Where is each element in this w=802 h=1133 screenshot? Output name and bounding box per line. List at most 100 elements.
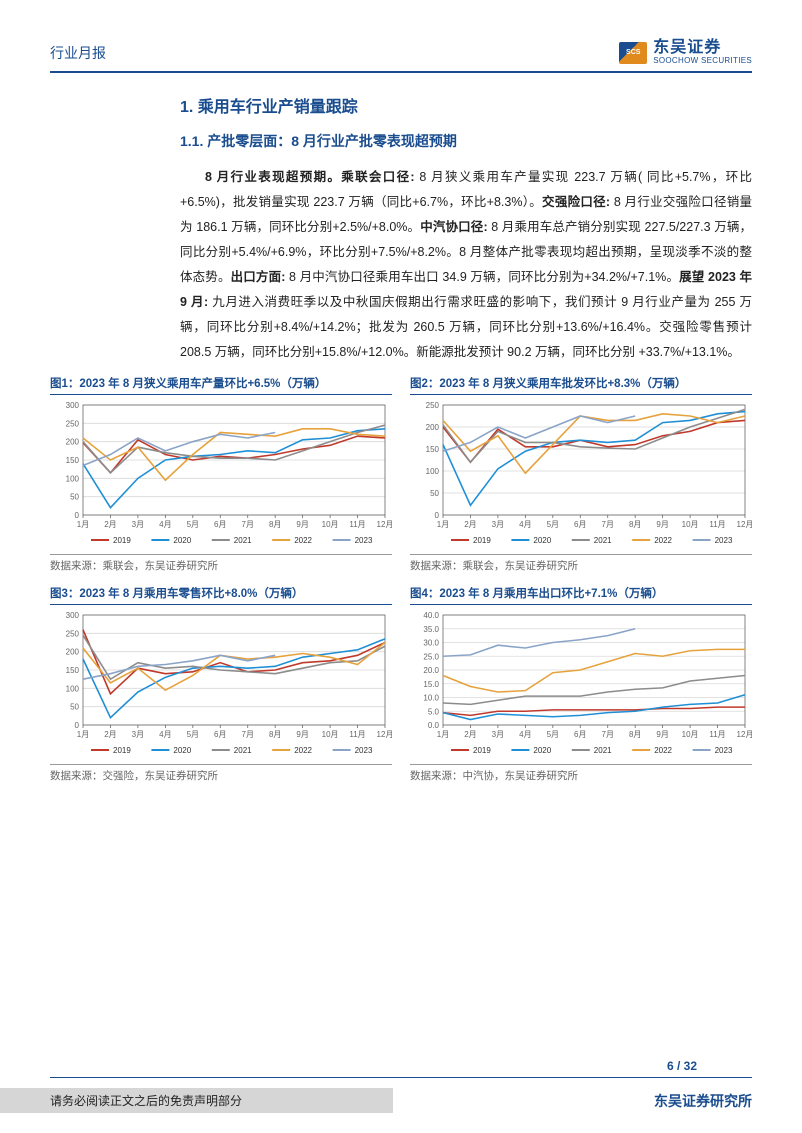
svg-text:300: 300 xyxy=(66,611,80,620)
svg-text:12月: 12月 xyxy=(377,730,392,739)
svg-text:6月: 6月 xyxy=(214,520,226,529)
chart-2-title: 图2：2023 年 8 月狭义乘用车批发环比+8.3%（万辆） xyxy=(410,375,752,395)
svg-text:12月: 12月 xyxy=(377,520,392,529)
svg-text:5月: 5月 xyxy=(187,730,199,739)
svg-text:3月: 3月 xyxy=(492,730,504,739)
section-heading-2: 1.1. 产批零层面：8 月行业产批零表现超预期 xyxy=(180,131,752,151)
company-logo: SCS 东吴证券 SOOCHOW SECURITIES xyxy=(619,40,752,65)
svg-text:200: 200 xyxy=(66,648,80,657)
disclaimer-text: 请务必阅读正文之后的免责声明部分 xyxy=(0,1088,393,1113)
svg-text:1月: 1月 xyxy=(77,730,89,739)
chart-2: 图2：2023 年 8 月狭义乘用车批发环比+8.3%（万辆） 0 50 100 15… xyxy=(410,375,752,573)
svg-text:50: 50 xyxy=(70,703,79,712)
chart-1-svg: 0501001502002503001月2月3月4月5月6月7月8月9月10月1… xyxy=(50,399,392,549)
svg-text:4月: 4月 xyxy=(519,730,531,739)
svg-text:8月: 8月 xyxy=(269,520,281,529)
svg-text:2月: 2月 xyxy=(104,520,116,529)
svg-text:200: 200 xyxy=(426,423,440,432)
svg-text:9月: 9月 xyxy=(296,520,308,529)
svg-text:50: 50 xyxy=(430,489,439,498)
svg-text:7月: 7月 xyxy=(242,520,254,529)
svg-text:2019: 2019 xyxy=(473,536,491,545)
svg-text:2020: 2020 xyxy=(173,536,191,545)
svg-text:2019: 2019 xyxy=(113,536,131,545)
svg-text:2020: 2020 xyxy=(533,536,551,545)
svg-text:4月: 4月 xyxy=(519,520,531,529)
svg-text:2022: 2022 xyxy=(294,536,312,545)
svg-text:100: 100 xyxy=(66,475,80,484)
svg-text:2021: 2021 xyxy=(594,536,612,545)
chart-1-title: 图1：2023 年 8 月狭义乘用车产量环比+6.5%（万辆） xyxy=(50,375,392,395)
svg-text:100: 100 xyxy=(426,467,440,476)
logo-cn-text: 东吴证券 xyxy=(653,40,752,57)
svg-text:10月: 10月 xyxy=(682,520,699,529)
svg-text:7月: 7月 xyxy=(242,730,254,739)
footer-org: 东吴证券研究所 xyxy=(654,1091,752,1111)
svg-text:20.0: 20.0 xyxy=(423,666,439,675)
svg-text:9月: 9月 xyxy=(656,730,668,739)
svg-text:4月: 4月 xyxy=(159,520,171,529)
svg-text:2月: 2月 xyxy=(464,520,476,529)
svg-text:11月: 11月 xyxy=(349,520,365,529)
page-footer: 6 / 32 请务必阅读正文之后的免责声明部分 东吴证券研究所 xyxy=(0,1059,802,1133)
svg-text:250: 250 xyxy=(426,401,440,410)
chart-4-title: 图4：2023 年 8 月乘用车出口环比+7.1%（万辆） xyxy=(410,585,752,605)
svg-text:11月: 11月 xyxy=(709,730,725,739)
svg-text:0.0: 0.0 xyxy=(428,721,440,730)
svg-text:300: 300 xyxy=(66,401,80,410)
report-type-label: 行业月报 xyxy=(50,43,106,63)
svg-text:7月: 7月 xyxy=(602,520,614,529)
svg-text:100: 100 xyxy=(66,685,80,694)
svg-text:11月: 11月 xyxy=(709,520,725,529)
svg-text:200: 200 xyxy=(66,438,80,447)
svg-text:6月: 6月 xyxy=(574,520,586,529)
svg-text:2022: 2022 xyxy=(654,746,672,755)
svg-text:11月: 11月 xyxy=(349,730,365,739)
svg-text:1月: 1月 xyxy=(437,520,449,529)
svg-text:10月: 10月 xyxy=(682,730,699,739)
svg-text:35.0: 35.0 xyxy=(423,625,439,634)
chart-4: 图4：2023 年 8 月乘用车出口环比+7.1%（万辆） 0.05.010.0… xyxy=(410,585,752,783)
svg-text:10月: 10月 xyxy=(322,520,339,529)
svg-text:6月: 6月 xyxy=(214,730,226,739)
svg-text:150: 150 xyxy=(66,456,80,465)
logo-en-text: SOOCHOW SECURITIES xyxy=(653,57,752,65)
svg-text:7月: 7月 xyxy=(602,730,614,739)
svg-text:2023: 2023 xyxy=(715,536,733,545)
svg-text:10.0: 10.0 xyxy=(423,694,439,703)
svg-text:0: 0 xyxy=(75,511,80,520)
chart-2-source: 数据来源：乘联会，东吴证券研究所 xyxy=(410,554,752,573)
page-number: 6 / 32 xyxy=(50,1059,752,1078)
svg-text:40.0: 40.0 xyxy=(423,611,439,620)
svg-text:2021: 2021 xyxy=(234,746,252,755)
chart-2-svg: 0501001502002501月2月3月4月5月6月7月8月9月10月11月1… xyxy=(410,399,752,549)
page-header: 行业月报 SCS 东吴证券 SOOCHOW SECURITIES xyxy=(50,40,752,73)
svg-text:150: 150 xyxy=(66,666,80,675)
svg-text:0: 0 xyxy=(435,511,440,520)
svg-text:2023: 2023 xyxy=(355,536,373,545)
svg-text:5月: 5月 xyxy=(187,520,199,529)
svg-text:250: 250 xyxy=(66,630,80,639)
svg-text:2021: 2021 xyxy=(594,746,612,755)
svg-text:5月: 5月 xyxy=(547,520,559,529)
svg-text:6月: 6月 xyxy=(574,730,586,739)
svg-text:2020: 2020 xyxy=(173,746,191,755)
svg-text:50: 50 xyxy=(70,493,79,502)
svg-text:1月: 1月 xyxy=(437,730,449,739)
svg-text:2021: 2021 xyxy=(234,536,252,545)
svg-text:3月: 3月 xyxy=(492,520,504,529)
chart-3-svg: 0501001502002503001月2月3月4月5月6月7月8月9月10月1… xyxy=(50,609,392,759)
svg-text:8月: 8月 xyxy=(629,730,641,739)
svg-text:150: 150 xyxy=(426,445,440,454)
svg-text:3月: 3月 xyxy=(132,520,144,529)
svg-text:12月: 12月 xyxy=(737,730,752,739)
chart-4-source: 数据来源：中汽协，东吴证券研究所 xyxy=(410,764,752,783)
svg-text:8月: 8月 xyxy=(629,520,641,529)
body-paragraph: 8 月行业表现超预期。乘联会口径: 8 月狭义乘用车产量实现 223.7 万辆(… xyxy=(180,165,752,365)
svg-text:9月: 9月 xyxy=(656,520,668,529)
svg-text:5月: 5月 xyxy=(547,730,559,739)
svg-text:9月: 9月 xyxy=(296,730,308,739)
svg-text:10月: 10月 xyxy=(322,730,339,739)
svg-text:3月: 3月 xyxy=(132,730,144,739)
svg-text:2019: 2019 xyxy=(113,746,131,755)
